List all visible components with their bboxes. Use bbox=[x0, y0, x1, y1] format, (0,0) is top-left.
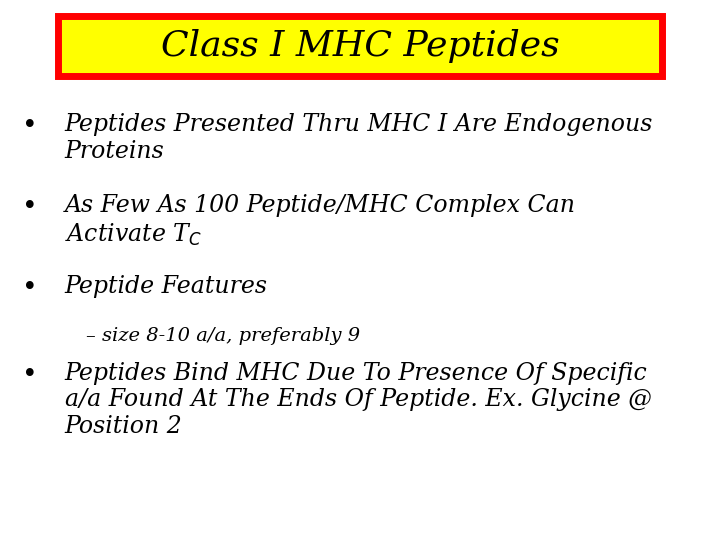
Text: •: • bbox=[22, 275, 37, 300]
Text: As Few As 100 Peptide/MHC Complex Can
Activate T$_C$: As Few As 100 Peptide/MHC Complex Can Ac… bbox=[65, 194, 576, 248]
Text: – size 8-10 a/a, preferably 9: – size 8-10 a/a, preferably 9 bbox=[86, 327, 361, 345]
Text: •: • bbox=[22, 362, 37, 387]
Text: •: • bbox=[22, 113, 37, 138]
Text: •: • bbox=[22, 194, 37, 219]
Text: Peptides Bind MHC Due To Presence Of Specific
a/a Found At The Ends Of Peptide. : Peptides Bind MHC Due To Presence Of Spe… bbox=[65, 362, 652, 438]
Text: Class I MHC Peptides: Class I MHC Peptides bbox=[161, 29, 559, 63]
FancyBboxPatch shape bbox=[58, 16, 662, 76]
Text: Peptide Features: Peptide Features bbox=[65, 275, 268, 299]
Text: Peptides Presented Thru MHC I Are Endogenous
Proteins: Peptides Presented Thru MHC I Are Endoge… bbox=[65, 113, 653, 163]
